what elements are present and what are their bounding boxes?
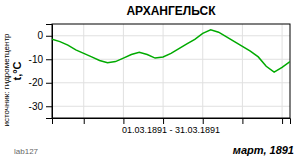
y-axis: 0 -10 -20 -30 [29,25,53,119]
footer: март, 1891 [233,144,294,156]
y-tick-label: -20 [29,77,44,88]
y-tick-mark [46,83,52,84]
y-tick-mark [46,36,52,37]
y-tick-label: -30 [29,101,44,112]
x-tick-mark [84,118,85,124]
grid-line-y [52,35,290,36]
y-axis-line [46,25,53,119]
plot-area: 0 -10 -20 -30 [29,24,291,124]
x-tick [163,118,164,124]
grid-line-y [52,106,290,107]
source-label: источник: гидрометцентр [2,33,11,127]
y-tick: 0 [37,30,52,41]
y-tick-mark [46,59,52,60]
x-tick-mark [242,118,243,124]
grid-line-x [202,24,203,118]
grid-line-y [52,59,290,60]
chart: 0 -10 -20 -30 АРХАНГЕЛЬСК t,°C 01.03.1891 - 31… [0,0,300,160]
grid-line-y [52,82,290,83]
x-axis [53,118,291,124]
y-tick: -20 [29,77,52,88]
grid-line-x [282,24,283,118]
y-axis-title: t,°C [11,61,23,80]
y-tick: -10 [29,54,52,65]
temperature-line [52,30,290,72]
x-tick [282,118,283,124]
grid-line-x [163,24,164,118]
marks [52,30,290,72]
y-tick-label: -10 [29,54,44,65]
grid [52,24,290,118]
x-tick [123,118,124,124]
plot-frame [52,24,290,118]
title: АРХАНГЕЛЬСК [126,4,216,18]
x-tick-mark [282,118,283,124]
y-tick-label: 0 [37,30,43,41]
y-tick: -30 [29,101,52,112]
watermark: lab127 [14,147,39,156]
x-tick [242,118,243,124]
x-tick-mark [203,118,204,124]
grid-line-x [83,24,84,118]
y-tick-mark [46,106,52,107]
grid-line-x [123,24,124,118]
x-tick [84,118,85,124]
x-axis-line [53,119,291,125]
x-tick-mark [163,118,164,124]
x-tick-mark [123,118,124,124]
x-axis-title: 01.03.1891 - 31.03.1891 [122,125,220,135]
grid-line-x [242,24,243,118]
x-tick [203,118,204,124]
